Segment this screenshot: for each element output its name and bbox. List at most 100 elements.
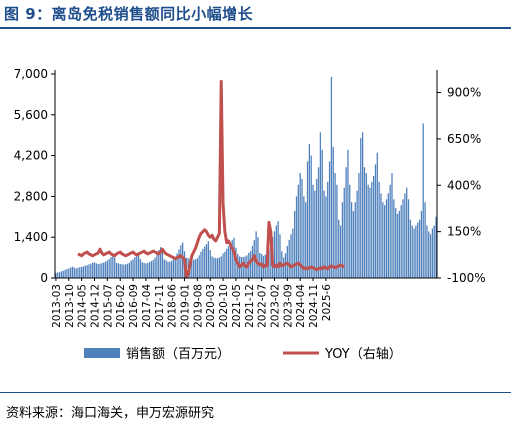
- x-tick-label: 2023-02: [269, 284, 281, 328]
- bar: [367, 184, 369, 278]
- bar: [69, 267, 72, 278]
- bar: [407, 199, 410, 278]
- bar: [139, 259, 142, 278]
- bar: [182, 242, 184, 278]
- bar: [93, 262, 96, 278]
- bar: [297, 184, 299, 278]
- bar: [240, 257, 243, 278]
- bar: [176, 253, 178, 278]
- left-tick-label: 5,600: [14, 108, 48, 122]
- bar: [222, 253, 224, 278]
- bar: [218, 257, 221, 278]
- bar: [376, 152, 378, 278]
- x-tick-label: 2024-11: [308, 284, 320, 328]
- bar: [389, 184, 391, 278]
- bar: [211, 256, 213, 278]
- bar: [363, 167, 366, 278]
- bar: [387, 193, 389, 278]
- bar: [413, 228, 415, 278]
- bar: [95, 263, 97, 278]
- bar: [371, 181, 373, 278]
- left-tick-label: 4,200: [14, 149, 48, 163]
- left-tick-label: 0: [40, 271, 48, 285]
- bar: [172, 259, 175, 278]
- chart-axes: [54, 70, 438, 279]
- bar: [136, 254, 138, 278]
- bar: [295, 196, 298, 278]
- bar: [301, 178, 303, 278]
- bar: [114, 257, 116, 278]
- bar: [347, 149, 349, 278]
- bar: [150, 261, 153, 278]
- bar: [420, 210, 423, 278]
- bar: [328, 161, 331, 278]
- bar: [196, 258, 198, 278]
- bar: [268, 248, 270, 278]
- bar: [134, 257, 136, 278]
- bar: [224, 251, 226, 278]
- x-tick-label: 2013-10: [64, 284, 76, 328]
- bar: [378, 181, 380, 278]
- bar: [251, 245, 254, 278]
- bar: [194, 259, 197, 278]
- right-tick-label: 650%: [447, 132, 481, 146]
- bar: [308, 143, 311, 278]
- bar: [71, 266, 74, 278]
- bar: [365, 173, 367, 278]
- bar: [137, 252, 140, 278]
- bar: [417, 222, 419, 278]
- bar: [330, 76, 333, 278]
- bar: [255, 231, 257, 278]
- bar: [306, 161, 309, 278]
- bar: [327, 181, 329, 278]
- legend-bar-swatch: [84, 348, 120, 358]
- bar: [350, 202, 353, 278]
- x-tick-label: 2020-03: [205, 284, 217, 328]
- bar: [385, 199, 388, 278]
- bar: [215, 258, 217, 278]
- bar: [426, 225, 428, 278]
- bar: [205, 244, 208, 278]
- bar: [424, 202, 426, 278]
- bar: [103, 262, 105, 278]
- bar: [411, 225, 413, 278]
- bar: [167, 261, 169, 278]
- bar: [64, 269, 66, 278]
- bar: [325, 196, 327, 278]
- bar: [75, 268, 77, 278]
- bar: [292, 228, 294, 278]
- right-tick-label: -100%: [447, 271, 486, 285]
- bar: [277, 221, 279, 278]
- bar: [273, 231, 276, 278]
- right-tick-label: 400%: [447, 178, 481, 192]
- bar: [249, 251, 252, 278]
- bar: [358, 173, 360, 278]
- bar: [147, 262, 149, 278]
- bar: [117, 263, 120, 278]
- bar: [106, 260, 108, 278]
- left-tick-label: 2,800: [14, 189, 48, 203]
- bar: [406, 187, 408, 278]
- bar: [418, 219, 421, 278]
- bar: [193, 259, 195, 278]
- source-note: 资料来源：海口海关，申万宏源研究: [6, 406, 215, 421]
- bar: [402, 199, 404, 278]
- bar: [316, 178, 318, 278]
- bar: [57, 272, 59, 278]
- x-tick-label: 2016-02: [115, 284, 127, 328]
- bar: [352, 210, 355, 278]
- bar: [84, 265, 86, 278]
- bar: [294, 210, 296, 278]
- bar: [80, 266, 83, 278]
- bar: [374, 164, 377, 278]
- bar: [257, 237, 259, 278]
- bar: [161, 251, 164, 278]
- bar: [88, 264, 90, 278]
- bar: [305, 202, 307, 278]
- bar: [431, 228, 434, 278]
- bar: [55, 272, 57, 278]
- bar: [391, 173, 393, 278]
- bar: [409, 219, 412, 278]
- right-tick-label: 900%: [447, 86, 481, 100]
- bar: [121, 264, 123, 278]
